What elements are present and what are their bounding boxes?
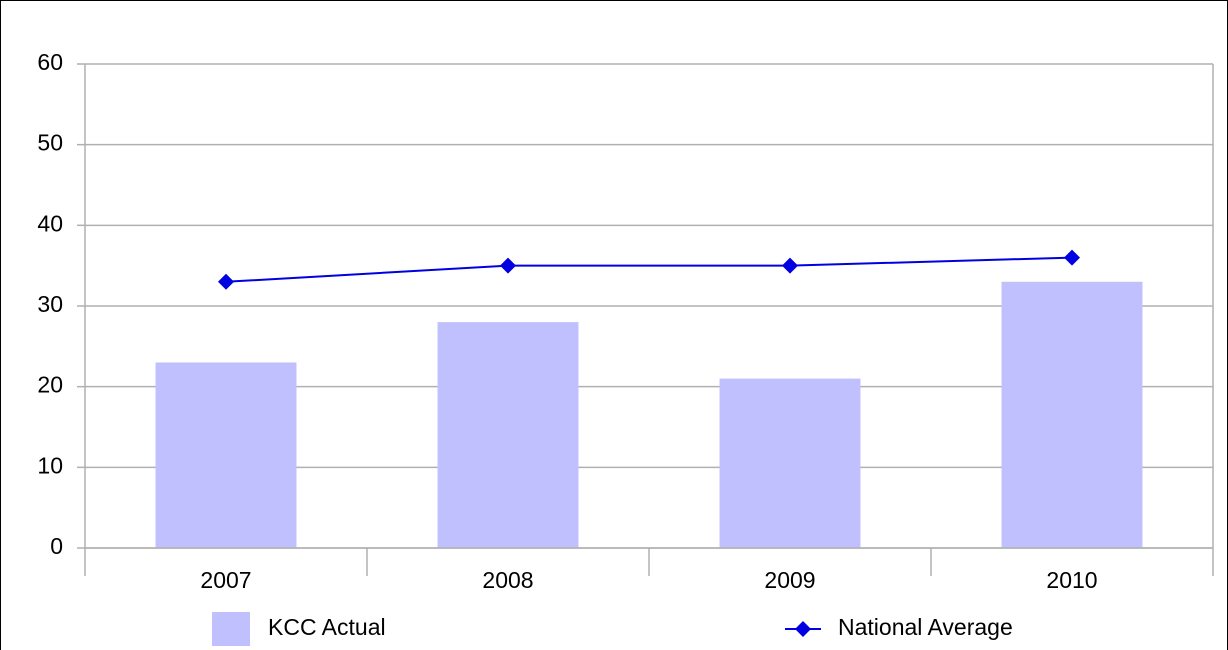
legend-marker: [795, 621, 811, 637]
marker: [500, 257, 516, 274]
x-tick-label: 2009: [764, 567, 815, 593]
bar: [155, 362, 297, 548]
y-tick-label: 60: [37, 49, 63, 75]
legend-label: KCC Actual: [268, 614, 386, 640]
marker: [1064, 249, 1080, 266]
x-tick-label: 2010: [1046, 567, 1097, 593]
legend-label: National Average: [838, 614, 1013, 640]
y-tick-label: 50: [37, 130, 63, 156]
line: [225, 256, 1073, 283]
y-tick-label: 0: [50, 533, 63, 559]
marker: [782, 257, 798, 274]
x-tick-label: 2008: [482, 567, 533, 593]
x-tick-label: 2007: [200, 567, 251, 593]
legend-swatch: [212, 612, 250, 646]
y-tick-label: 10: [37, 452, 63, 478]
bar: [437, 322, 579, 548]
y-tick-label: 40: [37, 210, 63, 236]
y-tick-label: 30: [37, 291, 63, 317]
y-tick-label: 20: [37, 372, 63, 398]
marker: [218, 273, 234, 290]
bar: [719, 378, 861, 548]
bar: [1001, 281, 1143, 548]
